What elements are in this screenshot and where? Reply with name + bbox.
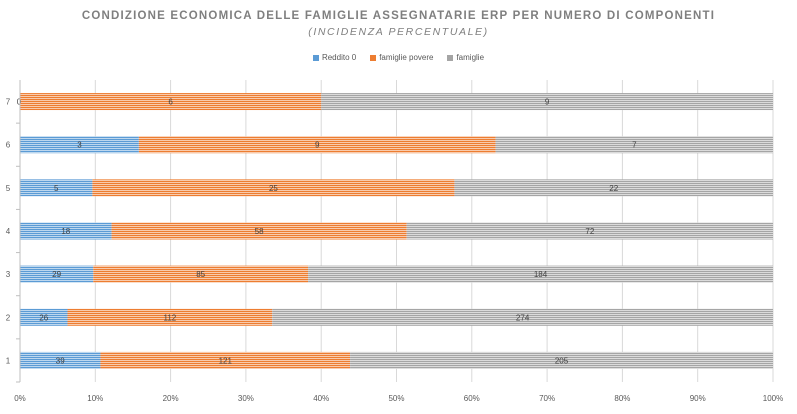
- legend-item-famiglie: famiglie: [447, 53, 484, 62]
- bar-segment: [454, 179, 773, 197]
- x-tick-label: 50%: [388, 394, 404, 403]
- x-tick-label: 10%: [87, 394, 103, 403]
- bar-segment: [138, 136, 496, 154]
- bar-segment: [20, 308, 68, 326]
- legend-swatch-famiglie: [447, 54, 454, 61]
- data-label: 274: [516, 313, 530, 322]
- data-label: 205: [555, 356, 569, 365]
- legend-item-famiglie-povere: famiglie povere: [370, 53, 433, 62]
- x-tick-label: 20%: [163, 394, 179, 403]
- x-tick-label: 30%: [238, 394, 254, 403]
- bar-segment: [92, 179, 455, 197]
- bar-segment: [321, 93, 773, 111]
- bar-segment: [406, 222, 773, 240]
- y-tick-label: 2: [6, 313, 11, 322]
- bar-segment: [20, 179, 93, 197]
- data-label: 72: [585, 227, 594, 236]
- legend-label-famiglie: famiglie: [456, 53, 485, 62]
- bar-segment: [308, 265, 773, 283]
- bar-segment: [93, 265, 309, 283]
- data-label: 18: [61, 227, 70, 236]
- legend-swatch-reddito-0: [312, 54, 319, 61]
- bar-segment: [20, 136, 139, 154]
- legend-label-famiglie-povere: famiglie povere: [379, 53, 434, 62]
- data-label: 22: [609, 184, 618, 193]
- data-label: 25: [269, 184, 278, 193]
- bar-segment: [495, 136, 773, 154]
- data-label: 0: [17, 98, 22, 107]
- axes: 0% 10% 20% 30% 40% 50% 60% 70% 80% 90% 100% 1 2 3 4 5 6 7: [6, 80, 783, 403]
- bar-segment: [20, 93, 322, 111]
- legend-label-reddito-0: Reddito 0: [321, 53, 357, 62]
- data-label: 85: [196, 270, 205, 279]
- x-tick-label: 60%: [464, 394, 480, 403]
- bar-segment: [20, 265, 94, 283]
- data-label: 184: [534, 270, 548, 279]
- x-tick-label: 40%: [313, 394, 329, 403]
- bar-segment: [100, 351, 351, 369]
- data-label: 121: [219, 356, 233, 365]
- data-label: 9: [545, 98, 550, 107]
- y-tick-label: 6: [6, 141, 11, 150]
- chart-title: CONDIZIONE ECONOMICA DELLE FAMIGLIE ASSE…: [81, 10, 716, 22]
- legend-item-reddito-0: Reddito 0: [312, 53, 357, 62]
- x-tick-label: 80%: [614, 394, 630, 403]
- data-label: 9: [315, 141, 320, 150]
- x-tick-label: 90%: [690, 394, 706, 403]
- data-label: 6: [168, 98, 173, 107]
- x-tick-label: 100%: [763, 394, 783, 403]
- bar-segment: [67, 308, 273, 326]
- y-tick-label: 7: [6, 98, 11, 107]
- chart-legend: Reddito 0 famiglie povere famiglie: [0, 53, 797, 62]
- data-label: 7: [632, 141, 637, 150]
- data-label: 3: [77, 141, 82, 150]
- x-tick-label: 0%: [14, 394, 26, 403]
- bar-segment: [20, 351, 101, 369]
- y-tick-label: 3: [6, 270, 11, 279]
- y-tick-label: 4: [6, 227, 11, 236]
- data-label: 29: [52, 270, 61, 279]
- bar-segment: [20, 222, 112, 240]
- chart-subtitle: (INCIDENZA PERCENTUALE): [308, 26, 489, 38]
- legend-swatch-famiglie-povere: [370, 54, 377, 61]
- bar-segment: [272, 308, 773, 326]
- bar-segment: [111, 222, 407, 240]
- data-label: 26: [39, 313, 48, 322]
- bars: [20, 93, 773, 369]
- x-tick-label: 70%: [539, 394, 555, 403]
- data-label: 39: [56, 356, 65, 365]
- data-label: 112: [163, 313, 176, 322]
- data-label: 58: [255, 227, 264, 236]
- y-tick-label: 1: [6, 356, 11, 365]
- data-label: 5: [54, 184, 59, 193]
- bar-segment: [350, 351, 773, 369]
- y-tick-label: 5: [6, 184, 11, 193]
